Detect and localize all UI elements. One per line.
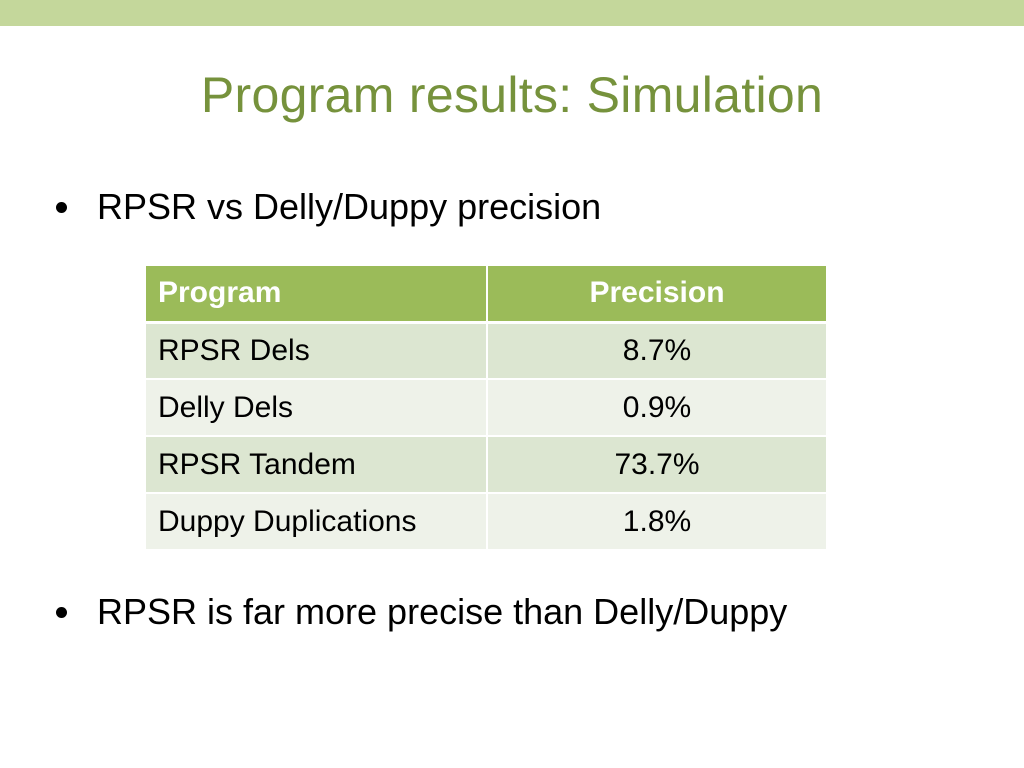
cell-precision: 0.9%: [486, 378, 828, 437]
cell-program: RPSR Tandem: [144, 435, 488, 494]
top-accent-bar: [0, 0, 1024, 26]
cell-precision: 8.7%: [486, 321, 828, 380]
bullet-dot-icon: [56, 201, 67, 213]
table-row: Duppy Duplications 1.8%: [144, 492, 828, 551]
column-header-precision: Precision: [486, 264, 828, 324]
table-row: RPSR Tandem 73.7%: [144, 435, 828, 494]
bullet-dot-icon: [56, 606, 67, 618]
table-header-row: Program Precision: [144, 264, 828, 324]
bullet-item: RPSR is far more precise than Delly/Dupp…: [56, 589, 787, 635]
bullet-text: RPSR is far more precise than Delly/Dupp…: [97, 591, 788, 632]
cell-program: Duppy Duplications: [144, 492, 488, 551]
column-header-program: Program: [144, 264, 488, 324]
cell-program: Delly Dels: [144, 378, 488, 437]
precision-table: Program Precision RPSR Dels 8.7% Delly D…: [144, 264, 828, 551]
cell-program: RPSR Dels: [144, 321, 488, 380]
cell-precision: 1.8%: [486, 492, 828, 551]
bullet-item: RPSR vs Delly/Duppy precision: [56, 184, 601, 230]
slide-title: Program results: Simulation: [200, 67, 824, 123]
table-row: Delly Dels 0.9%: [144, 378, 828, 437]
table-row: RPSR Dels 8.7%: [144, 321, 828, 380]
cell-precision: 73.7%: [486, 435, 828, 494]
bullet-text: RPSR vs Delly/Duppy precision: [97, 186, 602, 227]
